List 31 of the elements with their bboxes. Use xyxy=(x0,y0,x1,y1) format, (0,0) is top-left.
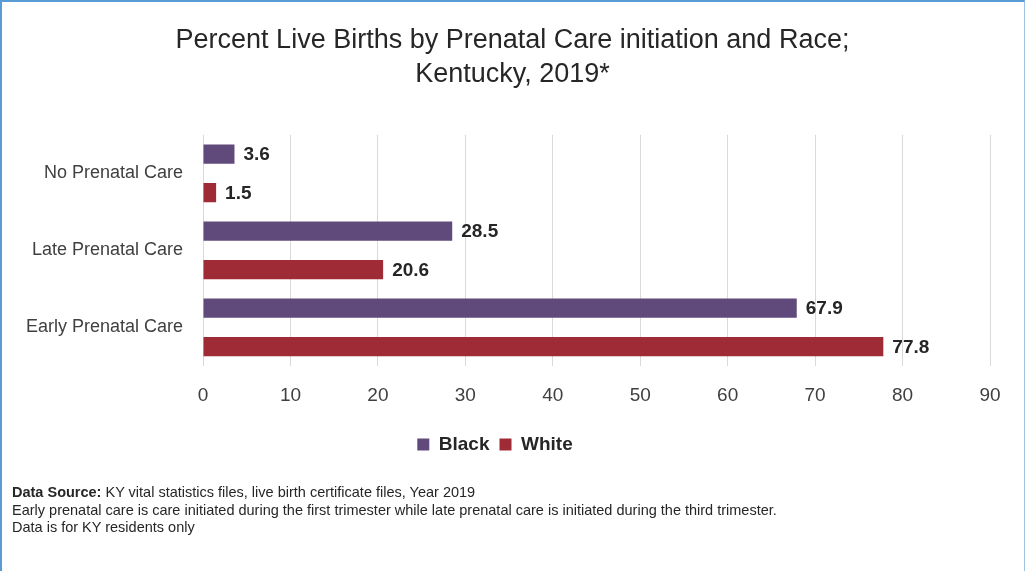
y-tick-label: Early Prenatal Care xyxy=(25,316,183,337)
x-tick-label: 80 xyxy=(891,383,914,405)
bar xyxy=(203,221,453,241)
legend-label: White xyxy=(520,432,573,454)
text: Early prenatal care is care initiated during the first trimester while late prenatal care is initiated during the third trimester. xyxy=(12,501,777,519)
x-tick-label: 50 xyxy=(629,383,651,405)
data-label: 1.5 xyxy=(225,181,252,203)
chart-title: Percent Live Births by Prenatal Care initiation and Race; Kentucky, 2019* xyxy=(174,23,851,90)
x-tick-label: 20 xyxy=(367,383,389,405)
data-label: 3.6 xyxy=(243,143,270,165)
source-note: Data Source: KY vital statistics files, live birth certificate files, Year 2019 xyxy=(12,484,476,500)
text: Data is for KY residents only xyxy=(12,519,196,537)
x-tick-label: 60 xyxy=(717,383,739,405)
x-tick-label: 10 xyxy=(279,383,302,405)
data-label: 67.9 xyxy=(805,297,843,319)
y-tick-label: No Prenatal Care xyxy=(43,162,183,183)
y-tick-label: Late Prenatal Care xyxy=(31,239,183,260)
x-tick-label: 40 xyxy=(542,383,564,405)
x-tick-label: 0 xyxy=(197,383,209,405)
x-tick-label: 90 xyxy=(979,383,1001,405)
bar xyxy=(203,260,384,280)
data-label: 28.5 xyxy=(461,220,499,242)
data-label: 20.6 xyxy=(392,258,430,280)
data-label: 77.8 xyxy=(892,335,930,357)
bar xyxy=(203,298,797,318)
x-tick-label: 30 xyxy=(454,383,476,405)
bar xyxy=(203,337,884,357)
bar xyxy=(203,182,217,203)
legend-label: Black xyxy=(438,432,490,454)
bar xyxy=(203,144,235,164)
x-tick-label: 70 xyxy=(804,383,826,405)
